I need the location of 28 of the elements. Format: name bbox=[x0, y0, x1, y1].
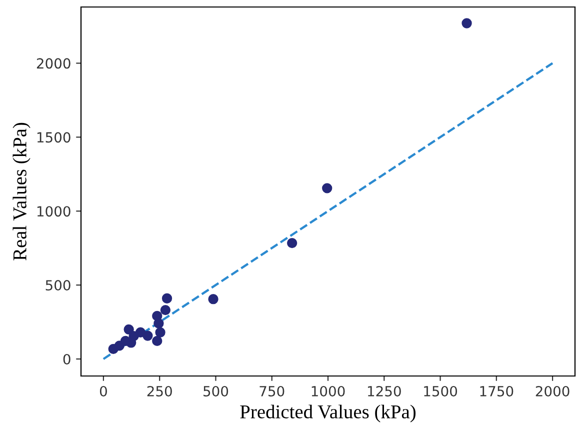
point bbox=[108, 344, 118, 354]
point bbox=[162, 293, 172, 304]
y-tick-label: 1000 bbox=[37, 206, 70, 217]
point bbox=[154, 318, 164, 328]
point bbox=[208, 294, 218, 304]
x-tick-label: 2000 bbox=[536, 386, 570, 396]
y-axis-title: Real Values (kPa) bbox=[12, 122, 30, 260]
point bbox=[322, 183, 332, 194]
y-tick-label: 500 bbox=[46, 280, 70, 291]
x-axis-title: Predicted Values (kPa) bbox=[240, 404, 416, 422]
y-tick-label: 0 bbox=[63, 354, 70, 364]
x-tick-label: 1250 bbox=[368, 386, 401, 396]
point bbox=[142, 330, 153, 341]
point bbox=[155, 327, 166, 338]
y-tick-label: 1500 bbox=[37, 132, 70, 143]
x-tick-label: 1750 bbox=[480, 386, 514, 396]
x-tick-label: 0 bbox=[100, 386, 107, 396]
x-tick-label: 750 bbox=[260, 386, 284, 396]
x-tick-label: 1500 bbox=[424, 386, 458, 396]
point bbox=[152, 336, 162, 346]
x-tick-label: 250 bbox=[147, 386, 172, 396]
y-tick-label: 2000 bbox=[36, 58, 70, 69]
point bbox=[124, 324, 134, 334]
point bbox=[462, 18, 472, 28]
point bbox=[160, 304, 171, 316]
x-tick-label: 1000 bbox=[312, 386, 345, 396]
x-tick-label: 500 bbox=[204, 386, 228, 396]
point bbox=[286, 238, 298, 248]
